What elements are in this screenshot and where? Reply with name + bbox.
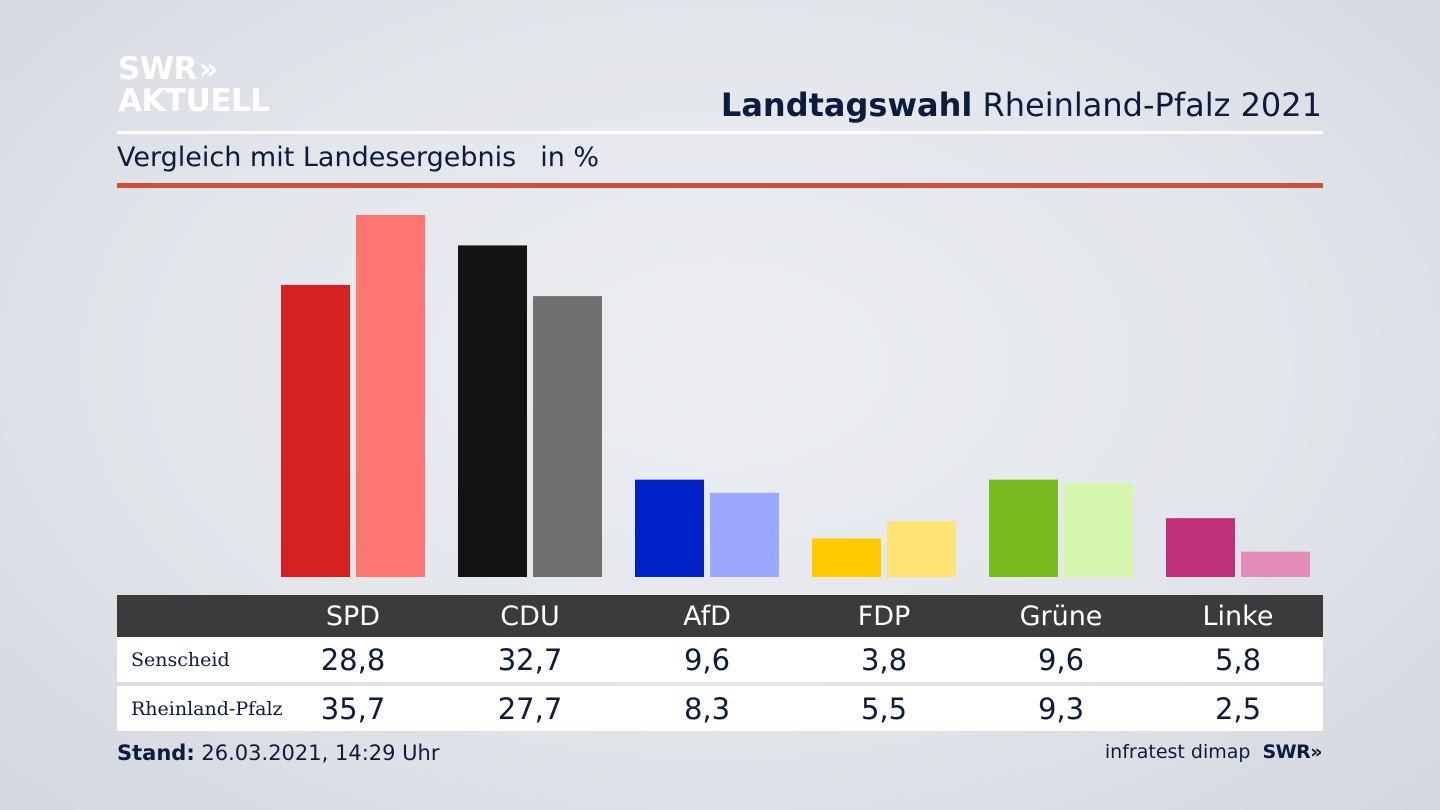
- data-label: 8,3: [683, 691, 731, 726]
- data-label: 9,6: [1037, 642, 1085, 677]
- title-bold: Landtagswahl: [720, 86, 973, 124]
- data-label: 9,3: [1037, 691, 1085, 726]
- data-label: 3,8: [860, 642, 908, 677]
- title-rest: Rheinland-Pfalz 2021: [972, 86, 1322, 124]
- category-label: SPD: [325, 600, 381, 632]
- bar-spd-rheinland-pfalz: [356, 215, 425, 577]
- page-title: Landtagswahl Rheinland-Pfalz 2021: [721, 86, 1322, 124]
- bar-linke-senscheid: [1166, 518, 1235, 577]
- table-row: Senscheid 28,8 32,7 9,6 3,8 9,6 5,8: [117, 637, 1323, 682]
- swr-brand-logo: SWR»: [1262, 741, 1322, 763]
- data-label: 9,6: [683, 642, 731, 677]
- bar-fdp-rheinland-pfalz: [887, 521, 956, 577]
- row-label-senscheid: Senscheid: [131, 648, 230, 671]
- category-label: Linke: [1202, 600, 1274, 632]
- data-label: 32,7: [497, 642, 563, 677]
- category-label: Grüne: [1019, 600, 1103, 632]
- data-label: 5,8: [1214, 642, 1262, 677]
- table-row: Rheinland-Pfalz 35,7 27,7 8,3 5,5 9,3 2,5: [117, 686, 1323, 731]
- data-label: 5,5: [860, 691, 908, 726]
- stand-value: 26.03.2021, 14:29 Uhr: [194, 741, 440, 765]
- data-label: 35,7: [320, 691, 386, 726]
- source-text: infratest dimap: [1104, 741, 1251, 763]
- category-label: CDU: [500, 600, 560, 632]
- chart-subtitle: Vergleich mit Landesergebnis in %: [117, 142, 599, 173]
- subtitle-text: Vergleich mit Landesergebnis: [117, 142, 517, 173]
- bar-cdu-senscheid: [458, 245, 527, 577]
- unit-label: in %: [540, 142, 600, 173]
- bar-fdp-senscheid: [812, 538, 881, 577]
- source-credit: infratest dimap SWR»: [1104, 741, 1323, 763]
- row-label-rheinland-pfalz: Rheinland-Pfalz: [131, 697, 283, 720]
- swr-aktuell-logo: SWR» AKTUELL: [118, 54, 270, 117]
- data-label: 2,5: [1214, 691, 1262, 726]
- bar-spd-senscheid: [281, 284, 350, 577]
- results-table: SPD CDU AfD FDP Grüne Linke Senscheid 28,8 32,…: [117, 595, 1323, 731]
- bar-afd-rheinland-pfalz: [710, 492, 779, 577]
- category-label: FDP: [857, 600, 911, 632]
- data-label: 27,7: [497, 691, 563, 726]
- title-divider: [117, 131, 1323, 134]
- logo-swr-text: SWR: [118, 51, 197, 87]
- bar-cdu-rheinland-pfalz: [533, 296, 602, 577]
- bar-gr-ne-senscheid: [989, 479, 1058, 577]
- data-label: 28,8: [320, 642, 386, 677]
- logo-aktuell-text: AKTUELL: [118, 83, 270, 119]
- bar-afd-senscheid: [635, 479, 704, 577]
- stand-timestamp: Stand: 26.03.2021, 14:29 Uhr: [117, 741, 440, 765]
- stand-label: Stand:: [117, 741, 195, 765]
- bar-linke-rheinland-pfalz: [1241, 551, 1310, 577]
- subtitle-divider: [117, 183, 1323, 188]
- bar-gr-ne-rheinland-pfalz: [1064, 482, 1133, 577]
- table-header-row: SPD CDU AfD FDP Grüne Linke: [117, 595, 1323, 637]
- category-label: AfD: [683, 600, 731, 632]
